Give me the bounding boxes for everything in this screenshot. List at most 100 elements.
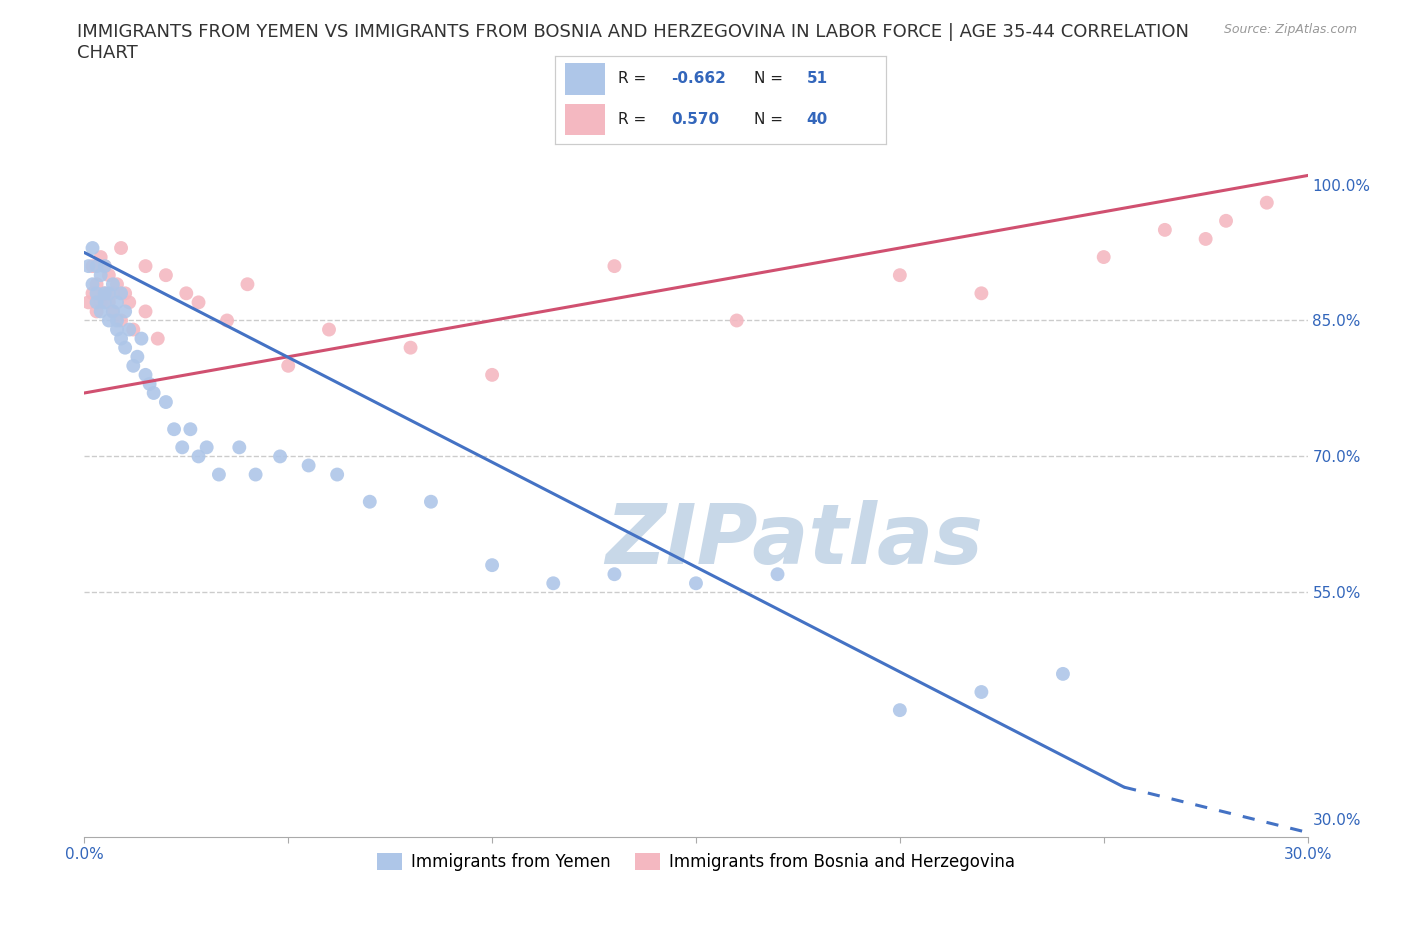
Point <box>187 449 209 464</box>
Point <box>114 286 136 300</box>
Point <box>155 268 177 283</box>
Point <box>236 277 259 292</box>
Point <box>127 350 149 365</box>
Point <box>118 322 141 337</box>
Point <box>142 386 165 401</box>
Point <box>195 440 218 455</box>
Point <box>86 295 108 310</box>
Point <box>93 286 115 300</box>
Point <box>101 304 124 319</box>
Point <box>277 358 299 373</box>
Point <box>131 331 153 346</box>
Point <box>101 304 124 319</box>
Point <box>97 295 120 310</box>
Point <box>122 322 145 337</box>
Point <box>970 286 993 300</box>
Text: N =: N = <box>754 72 787 86</box>
Point <box>97 286 120 300</box>
Point <box>359 494 381 509</box>
Text: Source: ZipAtlas.com: Source: ZipAtlas.com <box>1223 23 1357 36</box>
Point <box>105 277 128 292</box>
Point <box>217 313 239 328</box>
Point <box>93 295 115 310</box>
Point <box>82 241 104 256</box>
Point <box>481 558 503 573</box>
Point <box>146 331 169 346</box>
Point <box>135 259 157 273</box>
Point <box>118 295 141 310</box>
Point <box>97 268 120 283</box>
Point <box>1256 195 1278 210</box>
Point <box>93 259 115 273</box>
Legend: Immigrants from Yemen, Immigrants from Bosnia and Herzegovina: Immigrants from Yemen, Immigrants from B… <box>371 846 1021 878</box>
Point <box>97 313 120 328</box>
Text: N =: N = <box>754 112 787 126</box>
Point <box>298 458 321 473</box>
Point <box>105 295 128 310</box>
Point <box>420 494 443 509</box>
Point <box>187 295 209 310</box>
Point <box>135 367 157 382</box>
Point <box>114 340 136 355</box>
Point <box>90 249 112 264</box>
Text: 0.570: 0.570 <box>671 112 718 126</box>
Point <box>208 467 231 482</box>
Point <box>326 467 349 482</box>
Point <box>543 576 565 591</box>
Point <box>179 422 201 437</box>
Point <box>1195 232 1218 246</box>
Point <box>481 367 503 382</box>
Point <box>82 286 104 300</box>
Point <box>269 449 291 464</box>
Point <box>86 304 108 319</box>
Text: 40: 40 <box>807 112 828 126</box>
Point <box>114 304 136 319</box>
Point <box>101 286 124 300</box>
Point <box>725 313 748 328</box>
Point <box>90 295 112 310</box>
Text: R =: R = <box>619 72 651 86</box>
Text: R =: R = <box>619 112 651 126</box>
Text: IMMIGRANTS FROM YEMEN VS IMMIGRANTS FROM BOSNIA AND HERZEGOVINA IN LABOR FORCE |: IMMIGRANTS FROM YEMEN VS IMMIGRANTS FROM… <box>77 23 1189 62</box>
Point <box>1092 249 1115 264</box>
Point <box>86 277 108 292</box>
Point <box>172 440 194 455</box>
Text: -0.662: -0.662 <box>671 72 725 86</box>
Point <box>399 340 422 355</box>
Point <box>1215 213 1237 228</box>
Point <box>110 241 132 256</box>
Point <box>110 331 132 346</box>
Point <box>105 313 128 328</box>
Point <box>93 286 115 300</box>
Point <box>155 394 177 409</box>
Point <box>135 304 157 319</box>
Bar <box>565 63 605 95</box>
Point <box>105 322 128 337</box>
Text: ZIPatlas: ZIPatlas <box>605 499 983 580</box>
Point <box>318 322 340 337</box>
Point <box>77 259 100 273</box>
Point <box>766 566 789 581</box>
Point <box>245 467 267 482</box>
Point <box>889 268 911 283</box>
Point <box>603 566 626 581</box>
Point <box>101 277 124 292</box>
Point <box>603 259 626 273</box>
Point <box>77 295 100 310</box>
Point <box>122 358 145 373</box>
Point <box>138 377 160 392</box>
Point <box>110 313 132 328</box>
Point <box>889 703 911 718</box>
Point <box>228 440 250 455</box>
Point <box>90 304 112 319</box>
Point <box>174 286 197 300</box>
Point <box>86 286 108 300</box>
Point <box>1052 667 1074 682</box>
Point <box>970 684 993 699</box>
Point <box>163 422 186 437</box>
Point <box>93 259 115 273</box>
Point <box>82 277 104 292</box>
Point <box>685 576 707 591</box>
Point <box>110 286 132 300</box>
Bar <box>565 103 605 136</box>
